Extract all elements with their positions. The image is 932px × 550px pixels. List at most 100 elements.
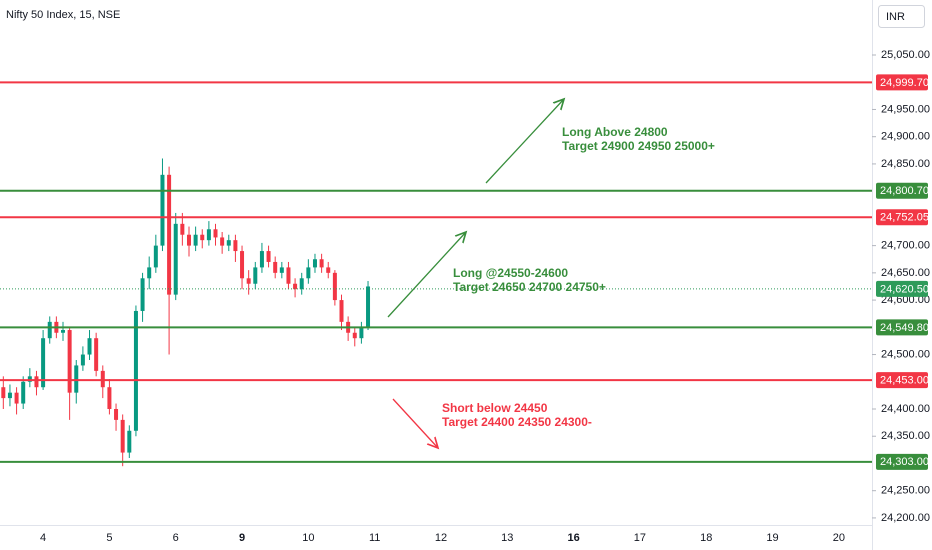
annotation: Long Above 24800 <box>562 125 668 139</box>
candle-body <box>41 338 46 388</box>
x-tick-label: 12 <box>435 532 447 544</box>
candle-body <box>259 251 264 268</box>
annotation: Target 24900 24950 25000+ <box>562 139 715 153</box>
y-tick-label: 24,600.00 <box>881 294 930 306</box>
last-price-label: 24,620.50 <box>880 283 929 295</box>
candle-body <box>266 251 271 262</box>
x-tick-label: 18 <box>700 532 712 544</box>
level-box <box>876 209 928 226</box>
level-box <box>876 319 928 336</box>
annotation: Short below 24450 <box>442 401 548 415</box>
candle-body <box>293 283 298 290</box>
candle-body <box>87 338 92 355</box>
candle-body <box>253 267 258 284</box>
x-tick-label: 9 <box>239 532 245 544</box>
candle-body <box>299 278 304 290</box>
annotation: Target 24650 24700 24750+ <box>453 280 606 294</box>
candle-body <box>332 272 337 301</box>
candle-body <box>246 278 251 284</box>
y-tick-label: 24,950.00 <box>881 103 930 115</box>
candle-body <box>133 310 138 431</box>
arrow <box>392 398 438 448</box>
candle-body <box>100 370 105 388</box>
candle-body <box>193 234 198 246</box>
x-tick-label: 10 <box>302 532 314 544</box>
candle-body <box>7 392 12 399</box>
candle-body <box>14 392 19 404</box>
candle-body <box>21 381 26 404</box>
candle-body <box>27 376 32 382</box>
level-label: 24,752.05 <box>880 212 929 224</box>
candle-body <box>34 376 39 388</box>
x-tick-label: 16 <box>567 532 579 544</box>
candle-body <box>147 267 152 279</box>
level-label: 24,549.80 <box>880 322 929 334</box>
y-tick-label: 24,650.00 <box>881 267 930 279</box>
y-tick-label: 24,350.00 <box>881 430 930 442</box>
y-tick-label: 24,400.00 <box>881 403 930 415</box>
candle-body <box>107 387 112 409</box>
x-tick-label: 19 <box>766 532 778 544</box>
y-tick-label: 24,250.00 <box>881 485 930 497</box>
arrow <box>485 99 564 184</box>
level-label: 24,800.70 <box>880 185 929 197</box>
y-tick-label: 24,500.00 <box>881 348 930 360</box>
candle-body <box>359 327 364 339</box>
candle-body <box>120 419 125 453</box>
currency-button[interactable] <box>878 5 925 28</box>
candle-body <box>312 259 317 268</box>
candle-body <box>140 278 145 311</box>
candle-body <box>186 234 191 246</box>
candle-body <box>286 267 291 284</box>
chart-title: Nifty 50 Index, 15, NSE <box>6 9 120 21</box>
arrow <box>387 232 466 318</box>
candle-body <box>326 267 331 273</box>
candle-body <box>366 286 371 328</box>
candle-body <box>206 229 211 241</box>
candle-body <box>47 321 52 339</box>
y-tick-label: 24,200.00 <box>881 512 930 524</box>
x-tick-label: 5 <box>106 532 112 544</box>
y-tick-label: 24,700.00 <box>881 240 930 252</box>
candle-body <box>319 259 324 268</box>
marks: 4 5 6 9 10 11 12 13 16 17 18 19 20 25,050.00 24,950.00… <box>0 49 930 544</box>
candle-body <box>60 330 65 333</box>
candle-body <box>74 365 79 393</box>
candle-body <box>127 430 132 453</box>
candle-body <box>306 267 311 279</box>
candle-body <box>200 234 205 241</box>
candle-body <box>160 174 165 246</box>
y-tick-label: 24,900.00 <box>881 131 930 143</box>
x-tick-label: 11 <box>369 532 380 544</box>
candle-body <box>279 267 284 273</box>
candle-body <box>94 338 99 371</box>
level-box <box>876 74 928 91</box>
x-tick-label: 13 <box>501 532 513 544</box>
x-tick-label: 17 <box>634 532 646 544</box>
candle-body <box>240 251 245 279</box>
candle-body <box>226 240 231 246</box>
candle-body <box>233 240 238 252</box>
level-box <box>876 182 928 199</box>
candle-body <box>153 245 158 268</box>
x-tick-label: 20 <box>833 532 845 544</box>
candle-body <box>167 174 172 295</box>
candle-body <box>80 354 85 366</box>
level-box <box>876 453 928 470</box>
level-label: 24,999.70 <box>880 77 929 89</box>
x-tick-label: 4 <box>40 532 46 544</box>
y-tick-label: 25,050.00 <box>881 49 930 61</box>
candle-body <box>114 408 119 420</box>
candle-body <box>220 237 225 246</box>
candle-body <box>1 387 6 399</box>
annotation: Long @24550-24600 <box>453 266 568 280</box>
x-tick-label: 6 <box>173 532 179 544</box>
currency-label[interactable]: INR <box>886 11 905 23</box>
candle-body <box>273 261 278 273</box>
candle-body <box>352 332 357 339</box>
candle-body <box>67 330 72 393</box>
last-price-box <box>876 280 928 297</box>
